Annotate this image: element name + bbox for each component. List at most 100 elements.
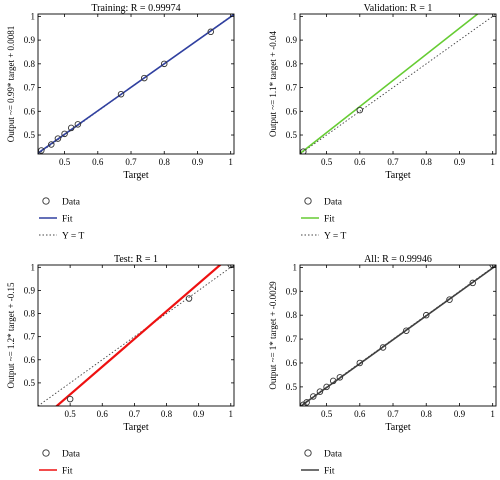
legend-data-label: Data — [324, 198, 343, 208]
regression-panel-4: 0.5 0.6 0.7 0.8 0.9 1 0.5 0.6 0.7 0.8 0.9 1 All: R =… — [268, 254, 497, 477]
data-point — [185, 295, 193, 302]
identity-line — [38, 265, 234, 406]
x-tick-label: 0.7 — [129, 409, 141, 419]
y-axis-label: Output ~= 0.99* target + 0.0081 — [6, 26, 16, 143]
x-tick-label: 0.6 — [354, 409, 366, 419]
data-point — [323, 383, 330, 391]
legend-data-label: Data — [62, 198, 81, 208]
legend-data-marker — [42, 197, 50, 205]
plot-area — [38, 14, 234, 154]
x-tick-label: 0.8 — [421, 157, 433, 167]
y-tick-label: 1 — [293, 11, 298, 21]
x-tick-label: 1 — [229, 409, 234, 419]
data-point — [48, 141, 55, 148]
y-tick-label: 0.9 — [24, 35, 36, 45]
y-tick-label: 0.8 — [24, 59, 36, 69]
y-tick-label: 1 — [293, 262, 298, 272]
x-axis-label: Target — [385, 422, 410, 433]
x-tick-label: 0.7 — [387, 409, 399, 419]
x-tick-label: 1 — [490, 157, 495, 167]
panel-title: Training: R = 0.99974 — [91, 3, 180, 14]
legend: Data Fit Y = T — [301, 197, 346, 242]
data-point — [403, 327, 410, 334]
y-axis-label: Output ~= 1.2* target + -0.15 — [6, 282, 16, 389]
plot-area — [300, 14, 496, 154]
y-tick-label: 0.5 — [24, 378, 36, 388]
axes-box — [299, 13, 497, 155]
y-tick-label: 0.9 — [286, 286, 298, 296]
data-point — [379, 344, 387, 351]
legend-fit-label: Fit — [62, 467, 73, 477]
x-tick-label: 0.9 — [454, 409, 466, 419]
legend: Data Fit Y = T — [39, 197, 84, 242]
legend-identity-label: Y = T — [62, 232, 84, 242]
y-tick-label: 0.7 — [24, 332, 36, 342]
legend-data-label: Data — [324, 450, 343, 460]
data-point — [446, 296, 453, 303]
panel-title: Test: R = 1 — [114, 254, 158, 265]
x-tick-label: 0.6 — [97, 409, 109, 419]
x-axis-label: Target — [385, 170, 410, 181]
x-tick-label: 1 — [490, 409, 495, 419]
panel-title: Validation: R = 1 — [364, 3, 433, 14]
data-point — [300, 148, 307, 154]
y-tick-label: 0.6 — [286, 106, 298, 116]
legend-data-marker — [42, 449, 50, 457]
x-tick-label: 0.6 — [92, 157, 104, 167]
y-tick-label: 0.8 — [286, 310, 298, 320]
legend-fit-label: Fit — [62, 215, 73, 225]
y-tick-label: 0.8 — [286, 59, 298, 69]
x-tick-label: 0.7 — [387, 157, 399, 167]
x-axis-label: Target — [123, 170, 148, 181]
x-tick-label: 0.8 — [161, 409, 173, 419]
data-point — [336, 374, 344, 381]
data-point — [61, 130, 68, 138]
legend-data-label: Data — [62, 450, 81, 460]
data-point — [356, 359, 364, 367]
legend-fit-label: Fit — [324, 215, 335, 225]
data-point — [160, 60, 168, 68]
y-tick-label: 1 — [31, 262, 36, 272]
data-point — [67, 124, 75, 132]
legend-data-marker — [304, 449, 312, 457]
regression-panel-3: 0.5 0.6 0.7 0.8 0.9 1 0.5 0.6 0.7 0.8 0.9 1 Test: R … — [6, 254, 235, 477]
axes-box — [37, 264, 235, 407]
x-tick-label: 0.9 — [454, 157, 466, 167]
y-tick-label: 0.6 — [24, 355, 36, 365]
x-tick-label: 0.8 — [159, 157, 171, 167]
data-point — [74, 121, 82, 128]
x-tick-label: 0.5 — [59, 157, 71, 167]
regression-panel-2: 0.5 0.6 0.7 0.8 0.9 1 0.5 0.6 0.7 0.8 0.9 1 Validati… — [268, 3, 497, 242]
legend-identity-label: Y = T — [324, 232, 346, 242]
legend-fit-label: Fit — [324, 467, 335, 477]
axes-box — [37, 13, 235, 155]
y-tick-label: 0.5 — [286, 382, 298, 392]
data-point — [310, 393, 317, 400]
data-point — [66, 395, 74, 403]
axes-box — [299, 264, 497, 407]
y-tick-label: 0.9 — [24, 285, 36, 295]
x-tick-label: 0.5 — [65, 409, 77, 419]
y-tick-label: 0.7 — [286, 83, 298, 93]
data-point — [316, 388, 324, 395]
y-tick-label: 0.8 — [24, 309, 36, 319]
x-tick-label: 0.6 — [354, 157, 366, 167]
fit-line — [38, 14, 234, 154]
data-point — [356, 106, 364, 114]
data-point — [303, 399, 310, 406]
y-tick-label: 0.7 — [24, 83, 36, 93]
data-point — [207, 28, 214, 36]
y-tick-label: 0.6 — [286, 358, 298, 368]
plot-area — [38, 265, 234, 406]
data-point — [141, 74, 148, 82]
x-tick-label: 0.9 — [193, 409, 205, 419]
panel-title: All: R = 0.99946 — [364, 254, 432, 265]
y-axis-label: Output ~= 1.1* target + -0.04 — [268, 30, 278, 137]
fit-line — [55, 265, 222, 406]
x-tick-label: 1 — [228, 157, 233, 167]
regression-panel-1: 0.5 0.6 0.7 0.8 0.9 1 0.5 0.6 0.7 0.8 0.9 1 Training… — [6, 3, 235, 242]
legend-data-marker — [304, 197, 312, 205]
